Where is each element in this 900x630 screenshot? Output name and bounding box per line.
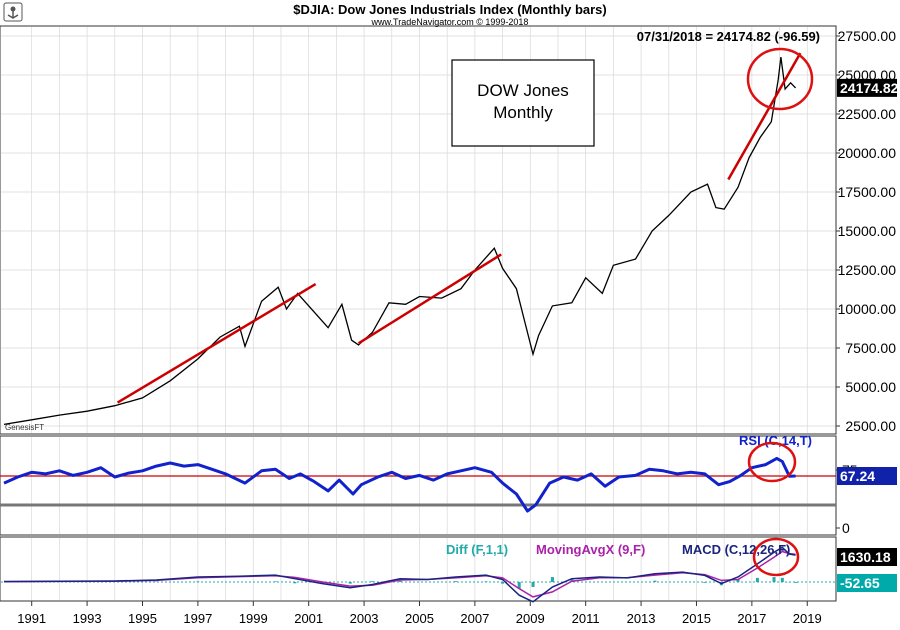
rsi-y-tick-label: 0 [842,520,850,536]
x-tick-label: 2017 [737,611,766,626]
moving-avg-legend: MovingAvgX (9,F) [536,542,645,557]
last-quote: 07/31/2018 = 24174.82 (-96.59) [637,29,820,44]
rsi-legend: RSI (C,14,T) [739,433,812,448]
x-tick-label: 1993 [73,611,102,626]
y-tick-label: 27500.00 [838,28,897,44]
chart-subtitle: www.TradeNavigator.com © 1999-2018 [371,17,529,27]
chart-title: $DJIA: Dow Jones Industrials Index (Mont… [293,2,607,17]
price-last-label: 24174.82 [840,80,899,96]
x-tick-label: 1999 [239,611,268,626]
highlight-circle-rsi [747,441,797,483]
x-tick-label: 2007 [460,611,489,626]
highlight-circle-price [746,47,814,111]
diff-last-label: -52.65 [840,575,880,591]
y-tick-label: 12500.00 [838,262,897,278]
rsi-axis: 75067.24 [836,462,897,536]
rsi-last-label: 67.24 [840,468,875,484]
trendline-3 [727,52,802,181]
x-tick-label: 2009 [516,611,545,626]
y-tick-label: 2500.00 [845,418,896,434]
annotation-line-2: Monthly [493,103,553,122]
x-tick-label: 1997 [183,611,212,626]
x-tick-label: 2019 [793,611,822,626]
diff-last-badge [837,574,897,592]
rsi-line [3,456,796,513]
rsi-panel [0,435,837,536]
y-tick-label: 7500.00 [845,340,896,356]
annotation-line-1: DOW Jones [477,81,569,100]
rsi-last-badge [837,467,897,486]
highlight-circle-macd [752,537,800,577]
price-axis: 27500.0025000.0022500.0020000.0017500.00… [836,28,899,434]
x-tick-label: 2001 [294,611,323,626]
x-tick-label: 2003 [350,611,379,626]
trendline-1 [116,282,317,404]
macd-last-label: 1630.18 [840,549,891,565]
x-axis: 1991 1993 1995 1997 1999 2001 2003 2005 2007 2009… [17,601,822,626]
annotation-box: DOW Jones Monthly [451,59,595,147]
macd-last-badge [837,548,897,566]
y-tick-label: 5000.00 [845,379,896,395]
x-tick-label: 2005 [405,611,434,626]
price-last-badge [837,78,897,97]
y-tick-label: 17500.00 [838,184,897,200]
x-tick-label: 2013 [627,611,656,626]
grid-lines [1,27,835,600]
y-tick-label: 22500.00 [838,106,897,122]
macd-line [3,546,796,603]
price-panel [0,25,837,435]
macd-legend: MACD (C,12,26,F) [682,542,790,557]
y-tick-label: 10000.00 [838,301,897,317]
trendline-2 [357,253,502,345]
price-plot [3,52,802,426]
x-tick-label: 2011 [572,611,600,626]
logo-icon [3,2,23,22]
x-tick-label: 1991 [17,611,46,626]
macd-plot [1,546,835,603]
x-tick-label: 1995 [128,611,157,626]
y-tick-label: 20000.00 [838,145,897,161]
price-line [3,57,797,426]
x-tick-label: 2015 [682,611,711,626]
watermark: GenesisFT [5,423,44,432]
diff-legend: Diff (F,1,1) [446,542,508,557]
macd-axis: 1630.18 -52.65 [837,548,897,592]
y-tick-label: 15000.00 [838,223,897,239]
rsi-plot [3,456,796,513]
